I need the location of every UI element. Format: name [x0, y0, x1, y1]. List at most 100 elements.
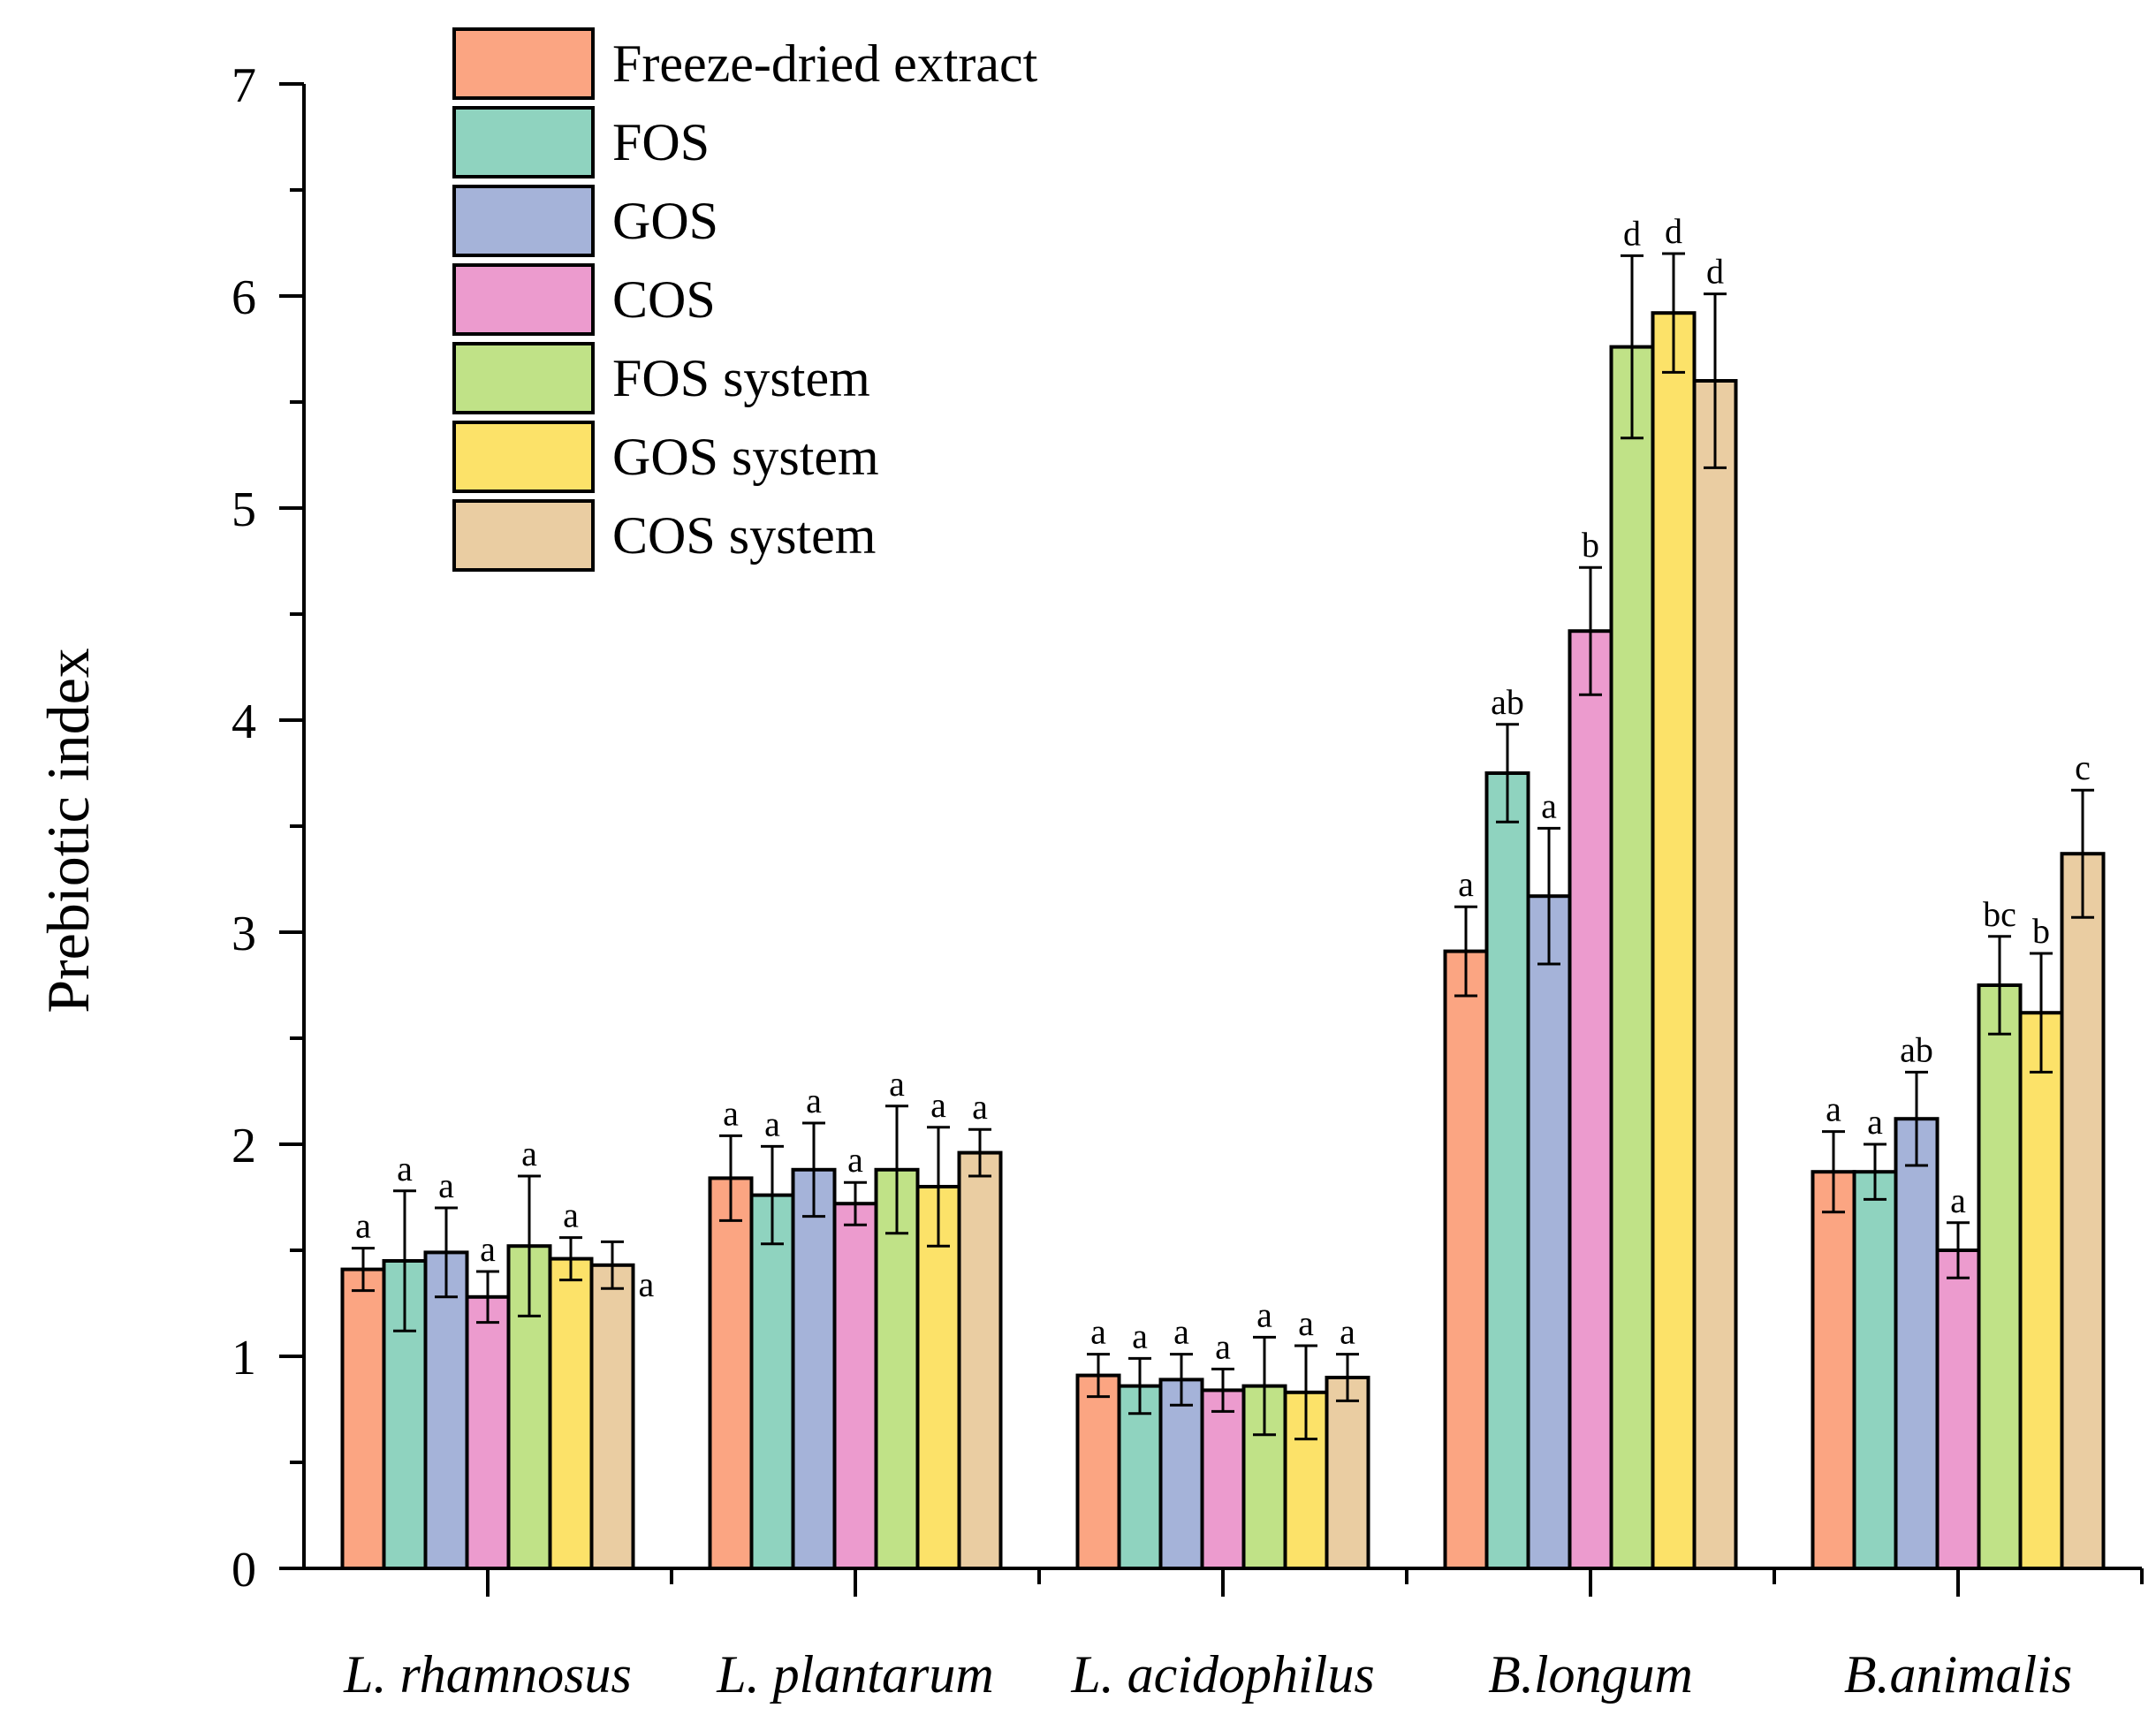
error-bar-b-longum-cos-system: [1704, 292, 1727, 469]
error-bar-b-animalis-cos-system: [2071, 788, 2094, 919]
error-bar-b-animalis-freeze-dried-extract: [1822, 1130, 1845, 1214]
sig-label-l-plantarum-gos: a: [806, 1081, 822, 1120]
y-tick-label: 1: [232, 1331, 256, 1385]
error-bar-l-rhamnosus-freeze-dried-extract: [352, 1247, 375, 1293]
legend-label: COS: [612, 270, 716, 329]
bar-b-animalis-cos: [1935, 1249, 1981, 1570]
bar-b-longum-freeze-dried-extract: [1443, 949, 1489, 1570]
legend-item-fos: FOS: [452, 106, 710, 178]
tick-labels: 0 1 2 3 4 5 6 7: [232, 58, 256, 1598]
sig-label-l-rhamnosus-cos: a: [480, 1229, 496, 1269]
sig-label-b-longum-gos-system: d: [1665, 211, 1682, 251]
sig-label-l-plantarum-freeze-dried-extract: a: [723, 1093, 739, 1133]
sig-label-l-acidophilus-gos: a: [1173, 1312, 1189, 1352]
sig-label-l-acidophilus-cos-system: a: [1340, 1312, 1355, 1352]
y-tick-label: 4: [232, 695, 256, 749]
error-bar-b-animalis-gos-system: [2030, 952, 2053, 1074]
bar-b-longum-cos: [1568, 629, 1613, 1571]
sig-label-b-longum-cos-system: d: [1706, 252, 1724, 292]
sig-label-b-longum-freeze-dried-extract: a: [1458, 864, 1474, 904]
y-tick-label: 5: [232, 482, 256, 537]
error-bar-b-animalis-fos-system: [1988, 935, 2011, 1036]
error-bar-b-animalis-cos: [1947, 1221, 1970, 1279]
sig-label-l-acidophilus-cos: a: [1215, 1326, 1231, 1366]
legend-label: FOS: [612, 113, 710, 171]
sig-label-l-acidophilus-freeze-dried-extract: a: [1090, 1312, 1106, 1352]
bar-l-plantarum-freeze-dried-extract: [708, 1176, 754, 1571]
error-bar-l-rhamnosus-fos-system: [518, 1174, 541, 1317]
legend-item-cos-system: COS system: [452, 499, 876, 572]
error-bar-l-acidophilus-gos-system: [1294, 1344, 1317, 1441]
bar-b-longum-gos: [1526, 894, 1572, 1570]
bar-l-rhamnosus-cos-system: [589, 1263, 635, 1571]
y-tick-label: 0: [232, 1543, 256, 1598]
y-tick-label: 3: [232, 907, 256, 961]
bar-b-animalis-fos-system: [1977, 983, 2023, 1570]
error-bar-b-longum-fos-system: [1621, 254, 1644, 440]
error-bar-b-animalis-fos: [1864, 1142, 1886, 1201]
error-bar-b-longum-freeze-dried-extract: [1454, 905, 1477, 998]
error-bar-l-acidophilus-cos-system: [1336, 1353, 1359, 1402]
sig-label-l-plantarum-gos-system: a: [930, 1085, 946, 1125]
sig-label-l-plantarum-fos-system: a: [889, 1064, 905, 1104]
bar-l-plantarum-cos-system: [957, 1150, 1003, 1570]
legend-swatch: [452, 421, 595, 493]
category-label-b-animalis: B.animalis: [1844, 1645, 2072, 1704]
category-label-l-plantarum: L. plantarum: [716, 1645, 993, 1704]
legend: Freeze-dried extract FOS GOS COS FOS system G…: [452, 27, 1038, 572]
bar-l-rhamnosus-gos: [423, 1250, 469, 1571]
sig-label-b-animalis-freeze-dried-extract: a: [1826, 1089, 1841, 1129]
error-bar-b-animalis-gos: [1905, 1070, 1928, 1167]
error-bar-l-acidophilus-gos: [1170, 1353, 1193, 1407]
error-bar-l-plantarum-cos-system: [968, 1127, 991, 1178]
error-bar-l-rhamnosus-gos: [435, 1206, 458, 1299]
error-bar-b-longum-gos: [1537, 826, 1560, 966]
error-bar-l-rhamnosus-cos: [476, 1270, 499, 1325]
bar-l-rhamnosus-cos: [465, 1294, 511, 1571]
legend-label: GOS system: [612, 428, 879, 486]
sig-label-b-animalis-cos: a: [1950, 1180, 1966, 1220]
category-label-l-acidophilus: L. acidophilus: [1070, 1645, 1374, 1704]
error-bar-l-rhamnosus-cos-system: [601, 1240, 624, 1290]
y-tick-label: 7: [232, 58, 256, 113]
error-bar-l-rhamnosus-fos: [393, 1189, 416, 1332]
error-bar-l-plantarum-fos: [761, 1144, 784, 1246]
bar-l-plantarum-fos: [749, 1193, 795, 1570]
error-bar-b-longum-gos-system: [1662, 252, 1685, 374]
axes: [279, 82, 2144, 1597]
bar-b-animalis-gos: [1894, 1117, 1940, 1570]
sig-label-l-rhamnosus-fos-system: a: [521, 1134, 537, 1173]
sig-label-b-animalis-gos-system: b: [2032, 911, 2050, 951]
sig-label-b-longum-fos-system: d: [1623, 213, 1641, 253]
error-bar-l-plantarum-gos-system: [927, 1126, 950, 1248]
sig-label-l-plantarum-fos: a: [764, 1104, 780, 1143]
category-label-b-longum: B.longum: [1488, 1645, 1693, 1704]
legend-item-gos: GOS: [452, 185, 718, 257]
error-bar-l-plantarum-cos: [844, 1180, 867, 1226]
sig-label-l-acidophilus-fos: a: [1132, 1316, 1148, 1355]
error-bar-l-acidophilus-fos: [1128, 1356, 1151, 1416]
error-bar-b-longum-cos: [1579, 565, 1602, 696]
legend-item-cos: COS: [452, 263, 716, 336]
legend-label: Freeze-dried extract: [612, 34, 1038, 93]
legend-swatch: [452, 185, 595, 257]
sig-label-l-acidophilus-gos-system: a: [1298, 1303, 1314, 1343]
bar-l-plantarum-gos: [791, 1167, 837, 1571]
sig-label-b-animalis-fos: a: [1867, 1102, 1883, 1142]
sig-label-l-plantarum-cos-system: a: [972, 1087, 988, 1127]
bar-l-rhamnosus-freeze-dried-extract: [340, 1267, 386, 1570]
legend-swatch: [452, 106, 595, 178]
error-bar-l-plantarum-freeze-dried-extract: [719, 1134, 742, 1222]
legend-label: GOS: [612, 192, 718, 250]
sig-label-l-rhamnosus-cos-system: a: [639, 1264, 655, 1304]
sig-label-l-rhamnosus-gos: a: [438, 1165, 454, 1205]
bar-b-longum-fos-system: [1609, 345, 1655, 1571]
y-tick-label: 2: [232, 1119, 256, 1173]
legend-label: COS system: [612, 506, 876, 565]
sig-label-l-plantarum-cos: a: [847, 1140, 863, 1180]
sig-label-b-longum-cos: b: [1582, 525, 1599, 565]
sig-label-b-animalis-cos-system: c: [2075, 748, 2091, 787]
error-bar-l-acidophilus-cos: [1211, 1367, 1234, 1413]
bars-layer: [340, 311, 2106, 1571]
